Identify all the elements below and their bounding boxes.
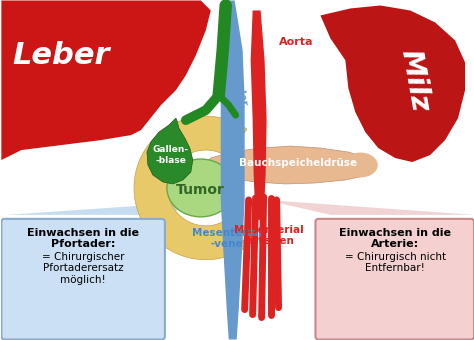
Polygon shape (251, 11, 266, 220)
Text: Mesenterial
-vene: Mesenterial -vene (192, 228, 262, 250)
Text: Aorta: Aorta (279, 37, 313, 47)
Polygon shape (320, 5, 465, 162)
Text: Bauchspeicheldrüse: Bauchspeicheldrüse (239, 158, 357, 168)
Text: = Chirurgischer
Pfortaderersatz
möglich!: = Chirurgischer Pfortaderersatz möglich! (42, 252, 124, 285)
Polygon shape (1, 0, 211, 160)
Polygon shape (6, 200, 226, 215)
Text: Einwachsen in die
Arterie:: Einwachsen in die Arterie: (339, 228, 451, 250)
Text: Pfortader: Pfortader (225, 54, 248, 107)
Polygon shape (199, 146, 375, 184)
Ellipse shape (343, 153, 378, 177)
Polygon shape (229, 205, 239, 310)
Text: Gallen-
-blase: Gallen- -blase (153, 145, 189, 165)
FancyBboxPatch shape (1, 219, 165, 340)
Text: Leber: Leber (12, 41, 110, 70)
FancyBboxPatch shape (316, 219, 474, 340)
Text: = Chirurgisch nicht
Entfernbar!: = Chirurgisch nicht Entfernbar! (345, 252, 446, 273)
Polygon shape (147, 118, 193, 184)
Text: Tumor: Tumor (176, 183, 225, 197)
Polygon shape (221, 0, 245, 340)
Text: Milz: Milz (396, 47, 434, 114)
Text: Einwachsen in die
Pfortader:: Einwachsen in die Pfortader: (27, 228, 139, 250)
Polygon shape (134, 116, 247, 260)
Ellipse shape (167, 159, 235, 217)
Polygon shape (265, 200, 474, 215)
Text: Mesenterial
-arterien: Mesenterial -arterien (234, 225, 303, 246)
